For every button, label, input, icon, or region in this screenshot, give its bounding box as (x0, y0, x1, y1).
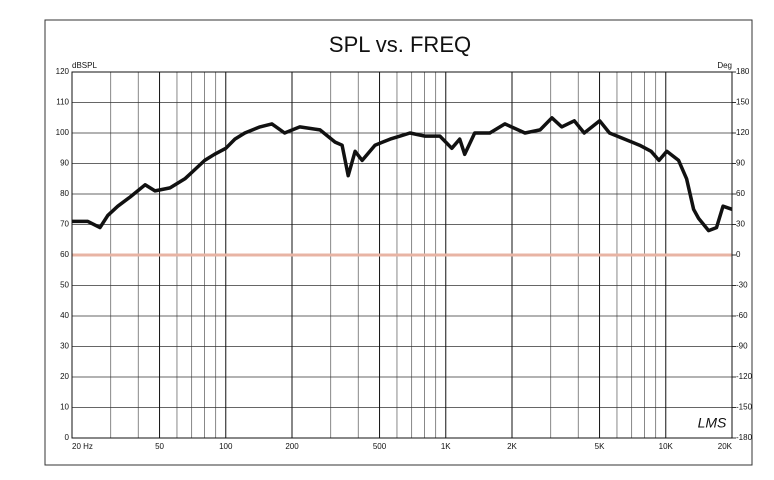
y2-tick-label: 90 (736, 159, 745, 168)
y-tick-label: 20 (60, 372, 69, 381)
x-tick-label: 20K (718, 442, 733, 451)
y2-tick-label: -150 (736, 403, 753, 412)
x-tick-label: 50 (155, 442, 164, 451)
y2-tick-label: -180 (736, 433, 753, 442)
x-tick-label: 100 (219, 442, 233, 451)
x-tick-label: 20 Hz (72, 442, 93, 451)
y-tick-label: 10 (60, 403, 69, 412)
y-tick-label: 60 (60, 250, 69, 259)
x-tick-label: 1K (441, 442, 451, 451)
y2-axis-label: Deg (717, 61, 732, 70)
y2-tick-label: -90 (736, 342, 748, 351)
y2-tick-label: 120 (736, 128, 750, 137)
logo: LMS (698, 415, 727, 431)
frame (44, 19, 753, 466)
y-tick-label: 0 (65, 433, 70, 442)
x-tick-label: 2K (507, 442, 517, 451)
y-tick-label: 30 (60, 342, 69, 351)
y2-tick-label: 0 (736, 250, 741, 259)
y-tick-label: 70 (60, 220, 69, 229)
y-tick-label: 80 (60, 189, 69, 198)
y2-tick-label: -30 (736, 281, 748, 290)
y-tick-label: 90 (60, 159, 69, 168)
y-tick-label: 100 (56, 128, 70, 137)
x-tick-label: 10K (659, 442, 674, 451)
y2-tick-label: 150 (736, 98, 750, 107)
x-tick-label: 5K (595, 442, 605, 451)
y2-tick-label: 180 (736, 67, 750, 76)
y-tick-label: 110 (56, 98, 69, 107)
y-tick-label: 40 (60, 311, 69, 320)
y2-tick-label: -120 (736, 372, 753, 381)
plot-area (71, 71, 733, 439)
y2-tick-label: 60 (736, 189, 745, 198)
x-tick-label: 200 (285, 442, 299, 451)
y2-tick-label: -60 (736, 311, 748, 320)
line (72, 116, 733, 233)
y-tick-label: 50 (60, 281, 69, 290)
y-tick-label: 120 (56, 67, 70, 76)
x-tick-label: 500 (373, 442, 387, 451)
chart-title: SPL vs. FREQ (329, 32, 471, 57)
y-axis-label: dBSPL (72, 61, 97, 70)
y2-tick-label: 30 (736, 220, 745, 229)
